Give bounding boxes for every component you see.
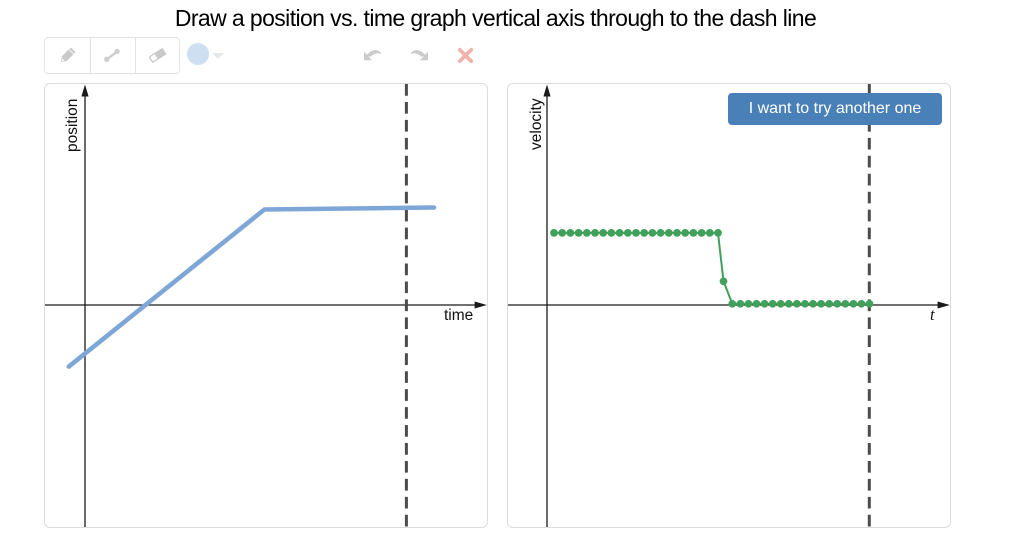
svg-text:t: t <box>930 305 935 324</box>
svg-text:time: time <box>444 307 473 324</box>
svg-text:velocity: velocity <box>528 98 545 150</box>
svg-text:position: position <box>64 99 81 152</box>
